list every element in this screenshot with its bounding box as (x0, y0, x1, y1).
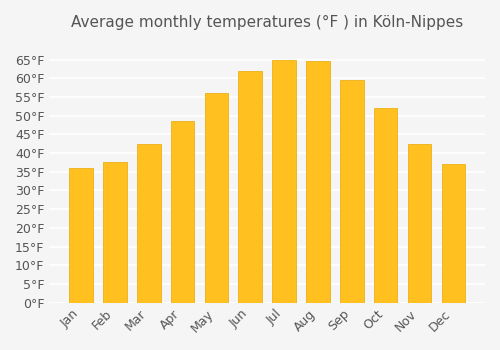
Bar (272, 60, 296, 303)
Bar (442, 164, 465, 303)
Bar (238, 71, 262, 303)
Bar (374, 108, 398, 303)
Bar (103, 162, 126, 303)
Bar (69, 168, 93, 303)
Title: Average monthly temperatures (°F ) in Köln-Nippes: Average monthly temperatures (°F ) in Kö… (71, 15, 464, 30)
Bar (204, 93, 229, 303)
Bar (170, 121, 194, 303)
Bar (306, 62, 330, 303)
Bar (137, 144, 160, 303)
Bar (340, 80, 363, 303)
Bar (408, 144, 432, 303)
